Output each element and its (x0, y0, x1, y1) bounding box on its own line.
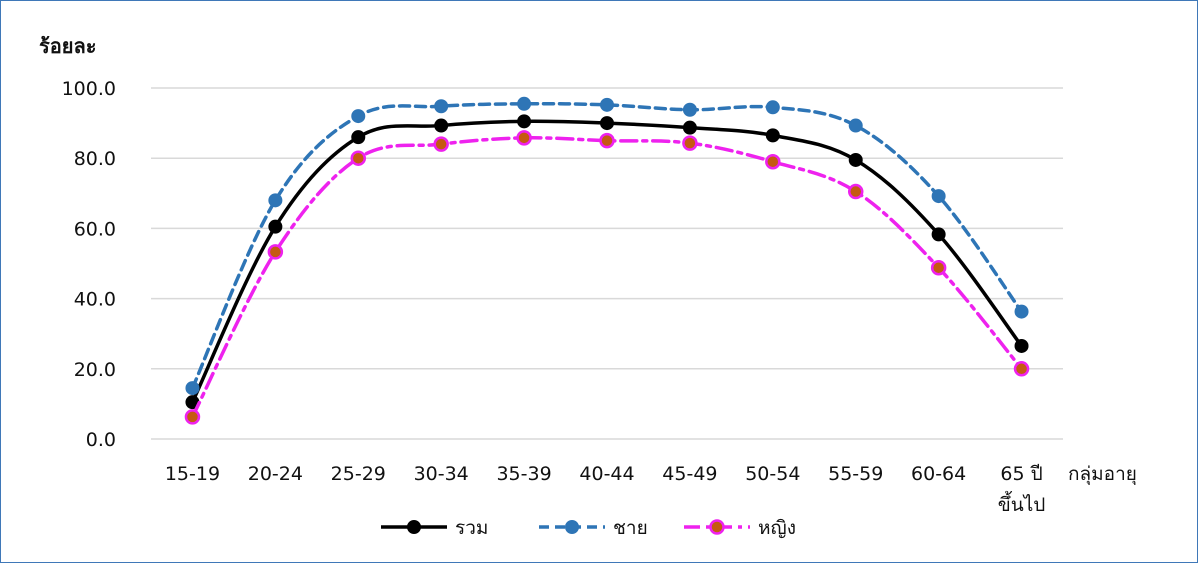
data-point (848, 118, 863, 133)
legend-marker (709, 519, 725, 535)
series-line (190, 119, 1024, 404)
legend: รวม ชาย หญิง (381, 517, 796, 539)
data-point (931, 189, 946, 204)
data-point (268, 219, 283, 234)
data-point (433, 136, 449, 152)
x-tick-label: 25-29 (331, 463, 386, 485)
data-point (848, 152, 863, 167)
data-point (765, 128, 780, 143)
x-tick-label: 45-49 (662, 463, 717, 485)
data-point (517, 114, 532, 129)
y-tick-label: 20.0 (74, 359, 116, 381)
y-axis-label: ร้อยละ (39, 34, 96, 58)
legend-label: ชาย (613, 517, 648, 539)
data-point (600, 97, 614, 112)
x-axis-label: กลุ่มอายุ (1068, 463, 1137, 486)
series-line (190, 136, 1024, 419)
y-tick-label: 100.0 (62, 78, 116, 100)
data-point (351, 130, 366, 145)
series-layer (184, 96, 1030, 425)
series-2 (185, 96, 1029, 396)
data-point (434, 118, 449, 133)
x-tick-labels: 15-19 20-24 25-29 30-34 35-39 40-44 45-49 50-54… (165, 463, 1045, 516)
x-tick-label: 55-59 (828, 463, 883, 485)
data-point (1013, 361, 1030, 377)
data-point (516, 130, 532, 146)
data-point (517, 96, 532, 111)
data-point (350, 150, 367, 166)
data-point (931, 227, 946, 242)
legend-marker (565, 520, 579, 534)
legend-label: หญิง (758, 517, 796, 539)
x-tick-label: 30-34 (414, 463, 469, 485)
x-tick-label: 60-64 (911, 463, 966, 485)
data-point (682, 120, 697, 135)
legend-label: รวม (455, 517, 488, 539)
series-line (190, 101, 1024, 390)
x-tick-label: 40-44 (579, 463, 634, 485)
data-point (434, 99, 449, 114)
data-point (185, 381, 200, 396)
data-point (682, 135, 698, 151)
data-point (1014, 338, 1029, 353)
x-tick-label: 35-39 (496, 463, 551, 485)
series-3 (184, 130, 1030, 425)
data-point (930, 259, 947, 276)
series-1 (185, 114, 1029, 410)
y-tick-label: 40.0 (74, 289, 116, 311)
x-tick-label: ขึ้นไป (998, 491, 1046, 516)
data-point (765, 100, 780, 115)
legend-marker (407, 520, 421, 534)
x-tick-label: 65 ปี (1000, 463, 1042, 485)
y-tick-labels: 0.0 20.0 40.0 60.0 80.0 100.0 (62, 78, 116, 451)
data-point (600, 116, 614, 131)
data-point (599, 132, 615, 149)
x-tick-label: 15-19 (165, 463, 220, 485)
gridlines (151, 87, 1063, 440)
y-tick-label: 80.0 (74, 148, 116, 170)
data-point (184, 409, 201, 425)
data-point (267, 244, 284, 260)
data-point (1014, 304, 1029, 319)
y-tick-label: 0.0 (86, 429, 116, 451)
x-tick-label: 50-54 (745, 463, 800, 485)
y-tick-label: 60.0 (74, 218, 116, 240)
data-point (765, 153, 781, 170)
data-point (268, 193, 283, 208)
x-tick-label: 20-24 (248, 463, 303, 485)
data-point (682, 102, 697, 117)
data-point (351, 109, 366, 124)
data-point (847, 183, 864, 200)
